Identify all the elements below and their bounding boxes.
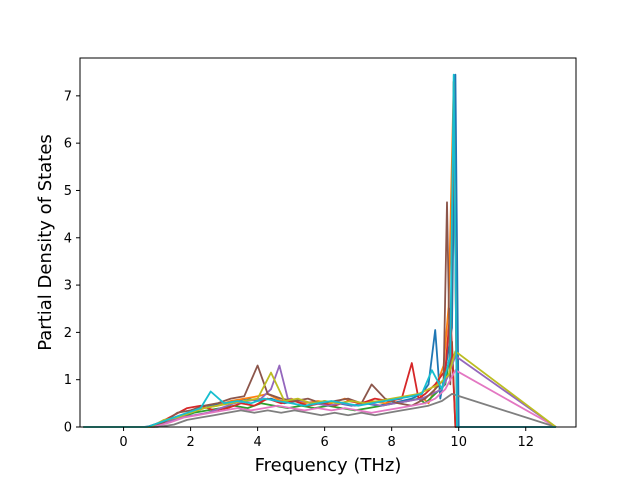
- plot-frame: [79, 57, 577, 428]
- x-tick-label: 10: [450, 435, 467, 450]
- x-tick-label: 4: [253, 435, 261, 450]
- pdos-series-line: [83, 340, 556, 428]
- x-tick-label: 2: [186, 435, 194, 450]
- x-tick-label: 0: [119, 435, 127, 450]
- y-tick-label: 6: [64, 137, 72, 152]
- y-tick-label: 4: [64, 231, 72, 246]
- y-tick-label: 5: [64, 184, 72, 199]
- pdos-curves: [83, 73, 557, 428]
- x-tick-label: 8: [388, 435, 396, 450]
- x-axis-ticks: 0 2 4 6 8 10 12: [119, 427, 534, 450]
- pdos-series-line: [83, 369, 557, 428]
- pdos-series-line: [83, 80, 556, 428]
- y-tick-label: 1: [64, 373, 72, 388]
- y-axis-label: Partial Density of States: [35, 134, 56, 351]
- pdos-series-line: [83, 350, 557, 428]
- y-tick-label: 0: [64, 421, 72, 436]
- x-tick-label: 6: [321, 435, 329, 450]
- pdos-series-line: [83, 73, 556, 428]
- pdos-series-line: [83, 355, 557, 428]
- x-axis-label: Frequency (THz): [255, 455, 402, 476]
- pdos-series-line: [83, 392, 557, 428]
- y-tick-label: 7: [64, 89, 72, 104]
- y-axis-ticks: 0 1 2 3 4 5 6 7: [64, 89, 80, 436]
- y-tick-label: 3: [64, 279, 72, 294]
- pdos-series-line: [83, 80, 556, 428]
- y-tick-label: 2: [64, 326, 72, 341]
- x-tick-label: 12: [517, 435, 534, 450]
